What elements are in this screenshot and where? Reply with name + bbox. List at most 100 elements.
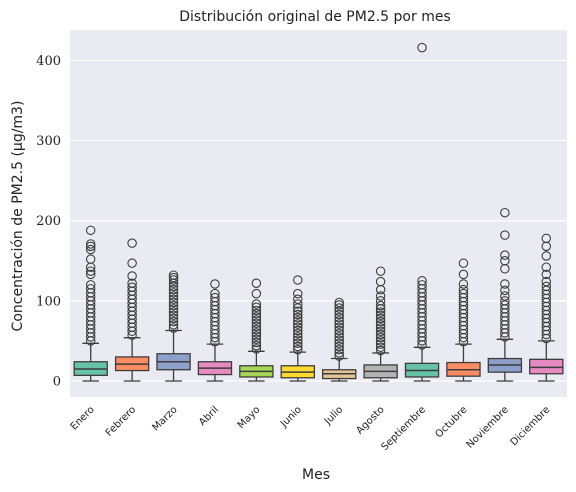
outlier-point — [293, 341, 303, 352]
outlier-point — [293, 306, 303, 317]
y-axis-label: Concentración de PM2.5 (μg/m3) — [10, 101, 26, 332]
outlier-point — [251, 315, 262, 325]
outlier-point — [251, 278, 262, 288]
outlier-point — [293, 275, 303, 285]
outlier-point — [375, 310, 386, 321]
box-series — [73, 42, 564, 382]
outlier-point — [251, 337, 262, 348]
outlier-point — [251, 340, 262, 351]
outlier-point — [85, 239, 96, 249]
y-tick-label: 400 — [36, 54, 61, 69]
outlier-point — [541, 233, 552, 244]
outlier-point — [127, 258, 137, 268]
box-marzo — [156, 270, 191, 382]
outlier-point — [293, 294, 303, 304]
outlier-point — [500, 291, 510, 301]
outlier-point — [375, 307, 386, 317]
outlier-point — [334, 316, 344, 326]
outlier-point — [127, 238, 137, 248]
outlier-point — [334, 344, 344, 355]
outlier-point — [251, 312, 262, 322]
outlier-point — [375, 296, 386, 306]
outlier-point — [168, 294, 179, 304]
box-mayo — [239, 278, 274, 382]
outlier-point — [334, 335, 344, 345]
outlier-point — [293, 344, 303, 355]
y-tick-label: 0 — [53, 374, 61, 389]
outlier-point — [293, 309, 303, 320]
x-tick-label: Agosto — [355, 404, 387, 436]
outlier-point — [375, 323, 386, 333]
outlier-point — [127, 278, 137, 288]
outlier-point — [293, 288, 303, 299]
box-iqr — [529, 358, 564, 375]
x-tick-label: Enero — [69, 404, 97, 432]
outlier-point — [500, 296, 510, 306]
outlier-point — [251, 318, 262, 329]
outlier-point — [251, 302, 262, 313]
outlier-point — [375, 320, 386, 330]
outlier-point — [85, 225, 96, 236]
x-tick-label: Diciembre — [509, 404, 553, 448]
x-tick-label: Febrero — [104, 404, 138, 438]
outlier-point — [251, 305, 262, 316]
outlier-point — [293, 325, 303, 336]
outlier-point — [85, 280, 96, 290]
outlier-point — [168, 291, 179, 301]
outlier-point — [458, 269, 469, 280]
outlier-point — [500, 256, 510, 266]
outlier-point — [293, 312, 303, 323]
x-axis-label: Mes — [302, 467, 330, 483]
outlier-point — [334, 328, 344, 339]
outlier-point — [251, 334, 262, 345]
x-tick-label: Julio — [322, 404, 345, 427]
outlier-point — [168, 316, 179, 327]
outlier-point — [251, 299, 262, 309]
outlier-point — [375, 345, 386, 356]
box-febrero — [114, 238, 150, 382]
outlier-point — [251, 324, 262, 335]
outlier-point — [334, 332, 344, 342]
outlier-point — [417, 280, 427, 290]
x-tick-label: Marzo — [151, 404, 180, 433]
outlier-point — [210, 279, 220, 289]
outlier-point — [85, 254, 96, 264]
outlier-point — [293, 335, 303, 345]
outlier-point — [293, 316, 303, 326]
outlier-point — [293, 338, 303, 349]
outlier-point — [375, 329, 386, 340]
x-tick-label: Noviembre — [465, 404, 511, 450]
outlier-point — [334, 322, 344, 333]
outlier-point — [334, 348, 344, 358]
outlier-point — [168, 272, 179, 283]
outlier-point — [251, 344, 262, 354]
outlier-point — [541, 281, 552, 292]
x-tick-labels: Enero Febrero Marzo Abril Mayo Junio Julio Agos… — [69, 404, 553, 453]
box-agosto — [363, 266, 398, 382]
outlier-point — [334, 341, 344, 352]
box-junio — [280, 275, 316, 382]
chart-title: Distribución original de PM2.5 por mes — [179, 9, 451, 25]
outlier-point — [375, 339, 386, 349]
outlier-point — [541, 251, 552, 261]
y-tick-label: 200 — [36, 214, 61, 229]
outlier-point — [334, 351, 344, 361]
y-gridlines — [70, 59, 567, 382]
outlier-point — [500, 230, 510, 240]
outlier-point — [375, 266, 386, 276]
outlier-point — [334, 319, 344, 329]
outlier-point — [375, 316, 386, 327]
outlier-point — [293, 319, 303, 329]
box-julio — [321, 297, 357, 382]
outlier-point — [334, 297, 344, 308]
outlier-point — [85, 244, 96, 255]
outlier-point — [417, 276, 427, 286]
outlier-point — [375, 291, 386, 301]
outlier-point — [500, 285, 510, 296]
x-tick-label: Junio — [278, 404, 304, 430]
outlier-point — [168, 288, 179, 298]
outlier-point — [168, 270, 179, 280]
outlier-point — [85, 266, 96, 276]
x-tick-label: Abril — [197, 404, 221, 428]
